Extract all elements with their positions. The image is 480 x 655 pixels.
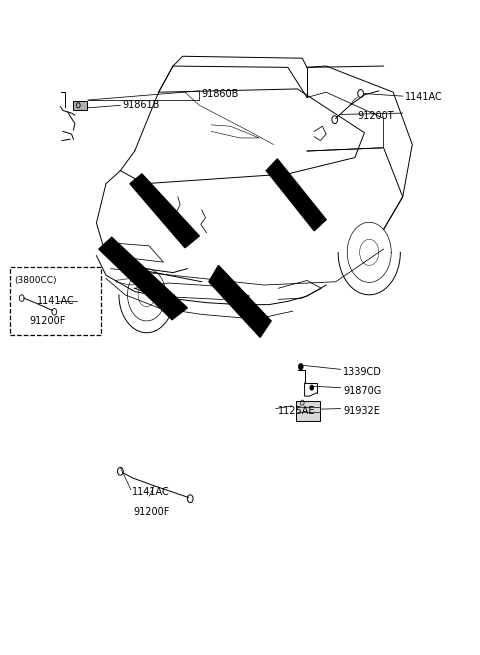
Text: 91861B: 91861B (123, 100, 160, 110)
Text: 1339CD: 1339CD (343, 367, 382, 377)
Text: 1125AE: 1125AE (278, 406, 316, 416)
Polygon shape (266, 159, 326, 231)
Polygon shape (130, 174, 199, 248)
Text: 1141AC: 1141AC (132, 487, 170, 497)
Text: (3800CC): (3800CC) (14, 276, 57, 285)
FancyBboxPatch shape (73, 101, 87, 110)
Circle shape (310, 385, 314, 390)
Text: 91932E: 91932E (343, 406, 380, 416)
Polygon shape (209, 265, 271, 337)
Polygon shape (99, 237, 187, 320)
Text: 91200F: 91200F (29, 316, 66, 326)
FancyBboxPatch shape (296, 402, 320, 421)
Text: 91870G: 91870G (343, 386, 381, 396)
Text: 91200T: 91200T (357, 111, 394, 121)
Text: 91860B: 91860B (202, 88, 239, 98)
Text: 91200F: 91200F (133, 507, 169, 517)
Text: 1141AC: 1141AC (405, 92, 443, 102)
Circle shape (299, 364, 303, 370)
Text: 1141AC: 1141AC (36, 296, 74, 307)
